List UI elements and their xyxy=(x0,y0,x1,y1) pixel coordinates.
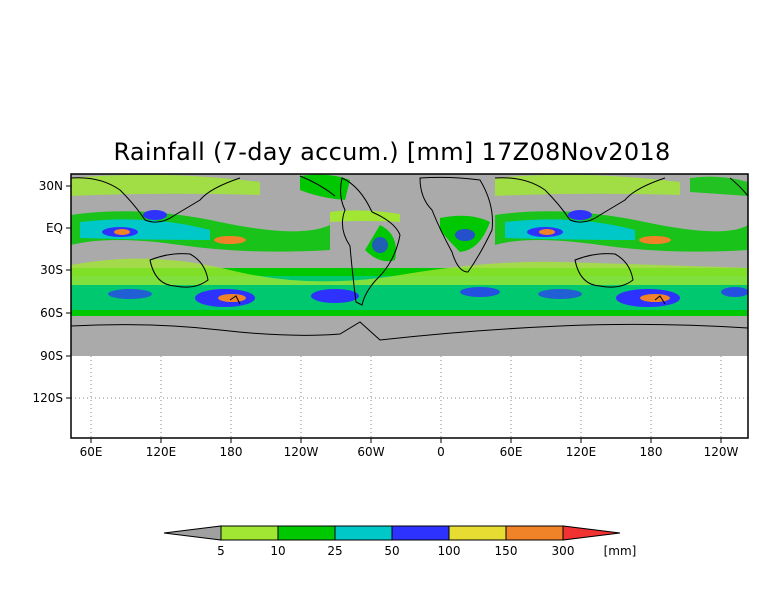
x-tick-label: 180 xyxy=(220,445,243,459)
x-tick-label: 180 xyxy=(640,445,663,459)
x-tick-label: 120E xyxy=(146,445,177,459)
colorbar-level-label: 5 xyxy=(217,544,225,558)
colorbar xyxy=(163,525,621,541)
colorbar-swatch xyxy=(391,525,450,541)
colorbar-swatch xyxy=(334,525,393,541)
colorbar-labels: 5 10 25 50 100 150 300 [mm] xyxy=(217,544,636,558)
antarctica-coastline xyxy=(71,321,748,356)
x-tick-marks xyxy=(90,438,722,443)
map-title: Rainfall (7-day accum.) [mm] 17Z08Nov201… xyxy=(113,138,671,166)
y-tick-label: 90S xyxy=(40,349,63,363)
colorbar-level-label: 25 xyxy=(327,544,342,558)
x-tick-label: 60W xyxy=(357,445,384,459)
x-tick-label: 120W xyxy=(284,445,319,459)
colorbar-overflow-triangle xyxy=(562,525,621,541)
grid-lines xyxy=(71,356,748,438)
y-tick-label: EQ xyxy=(46,221,63,235)
continent-outlines xyxy=(71,175,748,306)
x-axis-labels: 60E 120E 180 120W 60W 0 60E 120E 180 120… xyxy=(80,445,739,459)
y-tick-label: 30N xyxy=(39,179,63,193)
x-tick-label: 60E xyxy=(80,445,103,459)
y-axis-labels: 30N EQ 30S 60S 90S 120S xyxy=(32,179,63,405)
x-tick-label: 120W xyxy=(704,445,739,459)
colorbar-level-label: 300 xyxy=(552,544,575,558)
colorbar-unit-label: [mm] xyxy=(604,544,637,558)
colorbar-level-label: 100 xyxy=(438,544,461,558)
colorbar-level-label: 150 xyxy=(495,544,518,558)
plot-frame xyxy=(70,173,749,439)
y-tick-marks xyxy=(66,185,71,399)
colorbar-underflow-triangle xyxy=(163,525,222,541)
x-tick-label: 60E xyxy=(500,445,523,459)
rainfall-field xyxy=(71,174,748,356)
x-tick-label: 120E xyxy=(566,445,597,459)
colorbar-swatch xyxy=(277,525,336,541)
y-tick-label: 30S xyxy=(40,263,63,277)
y-tick-label: 60S xyxy=(40,306,63,320)
rain-band-southern xyxy=(71,258,748,316)
colorbar-level-label: 10 xyxy=(270,544,285,558)
colorbar-level-label: 50 xyxy=(384,544,399,558)
rain-band-tropical xyxy=(71,210,748,262)
colorbar-swatch xyxy=(448,525,507,541)
x-tick-label: 0 xyxy=(437,445,445,459)
colorbar-swatch xyxy=(220,525,279,541)
colorbar-swatch xyxy=(505,525,564,541)
y-tick-label: 120S xyxy=(32,391,63,405)
